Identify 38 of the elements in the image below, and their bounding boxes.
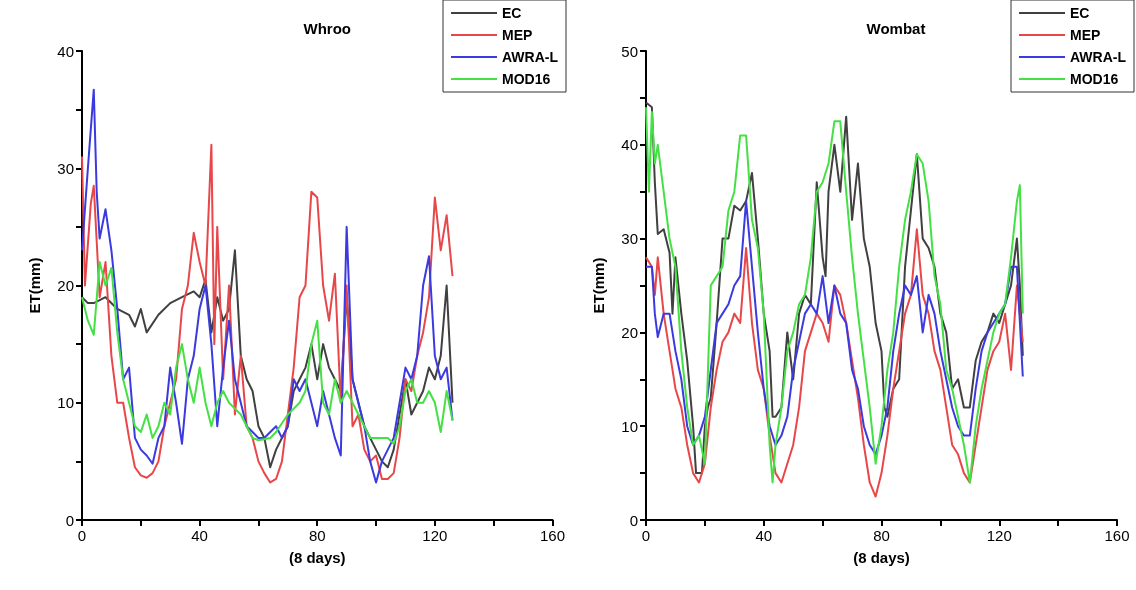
x-tick-label: 120	[422, 527, 448, 544]
x-tick-label: 160	[539, 527, 565, 544]
y-tick-label: 20	[57, 277, 74, 294]
y-tick-label: 10	[621, 417, 638, 435]
y-tick-label: 50	[621, 42, 638, 60]
x-tick-label: 80	[308, 527, 326, 544]
y-tick-label: 40	[57, 42, 74, 60]
y-tick-label: 30	[621, 230, 638, 248]
y-tick-label: 0	[65, 511, 74, 529]
x-tick-label: 0	[77, 527, 87, 544]
x-tick-label: 120	[986, 527, 1012, 544]
legend-label: AWRA-L	[502, 49, 559, 65]
x-axis-title: (8 days)	[288, 549, 346, 566]
y-tick-label: 20	[621, 323, 638, 341]
y-tick-label: 30	[57, 159, 74, 177]
legend-label: MEP	[502, 27, 533, 43]
x-axis-title: (8 days)	[853, 549, 910, 566]
x-tick-label: 160	[1104, 527, 1130, 544]
y-tick-label: 0	[629, 511, 638, 529]
x-tick-label: 0	[641, 527, 651, 544]
y-tick-label: 10	[57, 394, 74, 412]
x-tick-label: 40	[191, 527, 208, 544]
line-series	[645, 228, 1024, 498]
legend-label: EC	[502, 5, 522, 21]
chart-title: Whroo	[303, 20, 351, 37]
legend-label: MEP	[1070, 27, 1101, 43]
line-series	[81, 261, 454, 445]
y-axis-title: ET(mm)	[590, 257, 607, 314]
y-tick-label: 40	[621, 136, 638, 154]
legend-label: EC	[1070, 5, 1090, 21]
line-series	[645, 200, 1024, 456]
x-tick-label: 80	[873, 527, 890, 544]
legend-label: MOD16	[1070, 71, 1119, 87]
chart-title: Wombat	[866, 20, 926, 37]
legend-label: MOD16	[502, 71, 551, 87]
x-tick-label: 40	[755, 527, 773, 544]
legend-label: AWRA-L	[1070, 49, 1127, 65]
y-axis-title: ET(mm)	[26, 257, 43, 314]
